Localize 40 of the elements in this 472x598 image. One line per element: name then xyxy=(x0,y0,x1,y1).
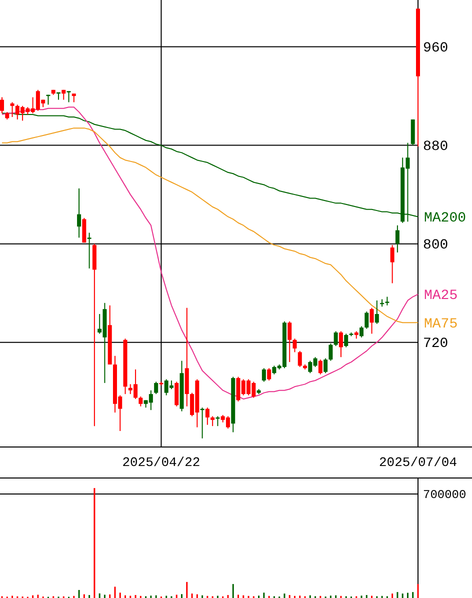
candlestick xyxy=(338,330,343,358)
candlestick xyxy=(82,217,86,244)
candlestick xyxy=(318,359,322,375)
candlestick xyxy=(374,300,379,324)
y-tick-label: 700000 xyxy=(423,488,466,502)
candlestick xyxy=(395,224,400,253)
candlestick xyxy=(262,368,266,382)
x-tick-label: 2025/04/22 xyxy=(122,455,200,470)
y-tick-label: 960 xyxy=(423,40,448,57)
candlestick xyxy=(360,326,364,338)
candlestick xyxy=(328,343,333,362)
candlestick xyxy=(174,381,179,407)
y-tick-label: 720 xyxy=(423,336,448,352)
candlestick xyxy=(10,102,14,118)
candlestick xyxy=(87,232,92,269)
series-label: MA200 xyxy=(424,210,466,227)
y-tick-label: 880 xyxy=(423,139,448,156)
candlestick xyxy=(267,368,272,382)
candlestick xyxy=(298,350,302,368)
series-label: MA75 xyxy=(424,316,458,333)
candlestick xyxy=(205,407,210,426)
candlestick xyxy=(138,396,143,407)
candlestick xyxy=(288,320,292,363)
candlestick xyxy=(364,311,369,330)
line-series xyxy=(2,128,418,324)
y-tick-label: 800 xyxy=(423,238,448,254)
x-tick-label: 2025/07/04 xyxy=(378,455,458,470)
line-series xyxy=(2,106,418,400)
candlestick xyxy=(390,244,394,284)
candlestick xyxy=(0,96,4,114)
candlestick xyxy=(66,90,71,103)
series-label: MA25 xyxy=(424,288,458,304)
candlestick xyxy=(334,330,338,347)
candlestick xyxy=(210,416,215,427)
candlestick xyxy=(324,358,328,374)
candlestick xyxy=(154,381,158,395)
candlestick xyxy=(292,338,297,353)
candlestick xyxy=(344,333,348,348)
candlestick xyxy=(370,307,374,334)
candlestick xyxy=(77,188,82,238)
